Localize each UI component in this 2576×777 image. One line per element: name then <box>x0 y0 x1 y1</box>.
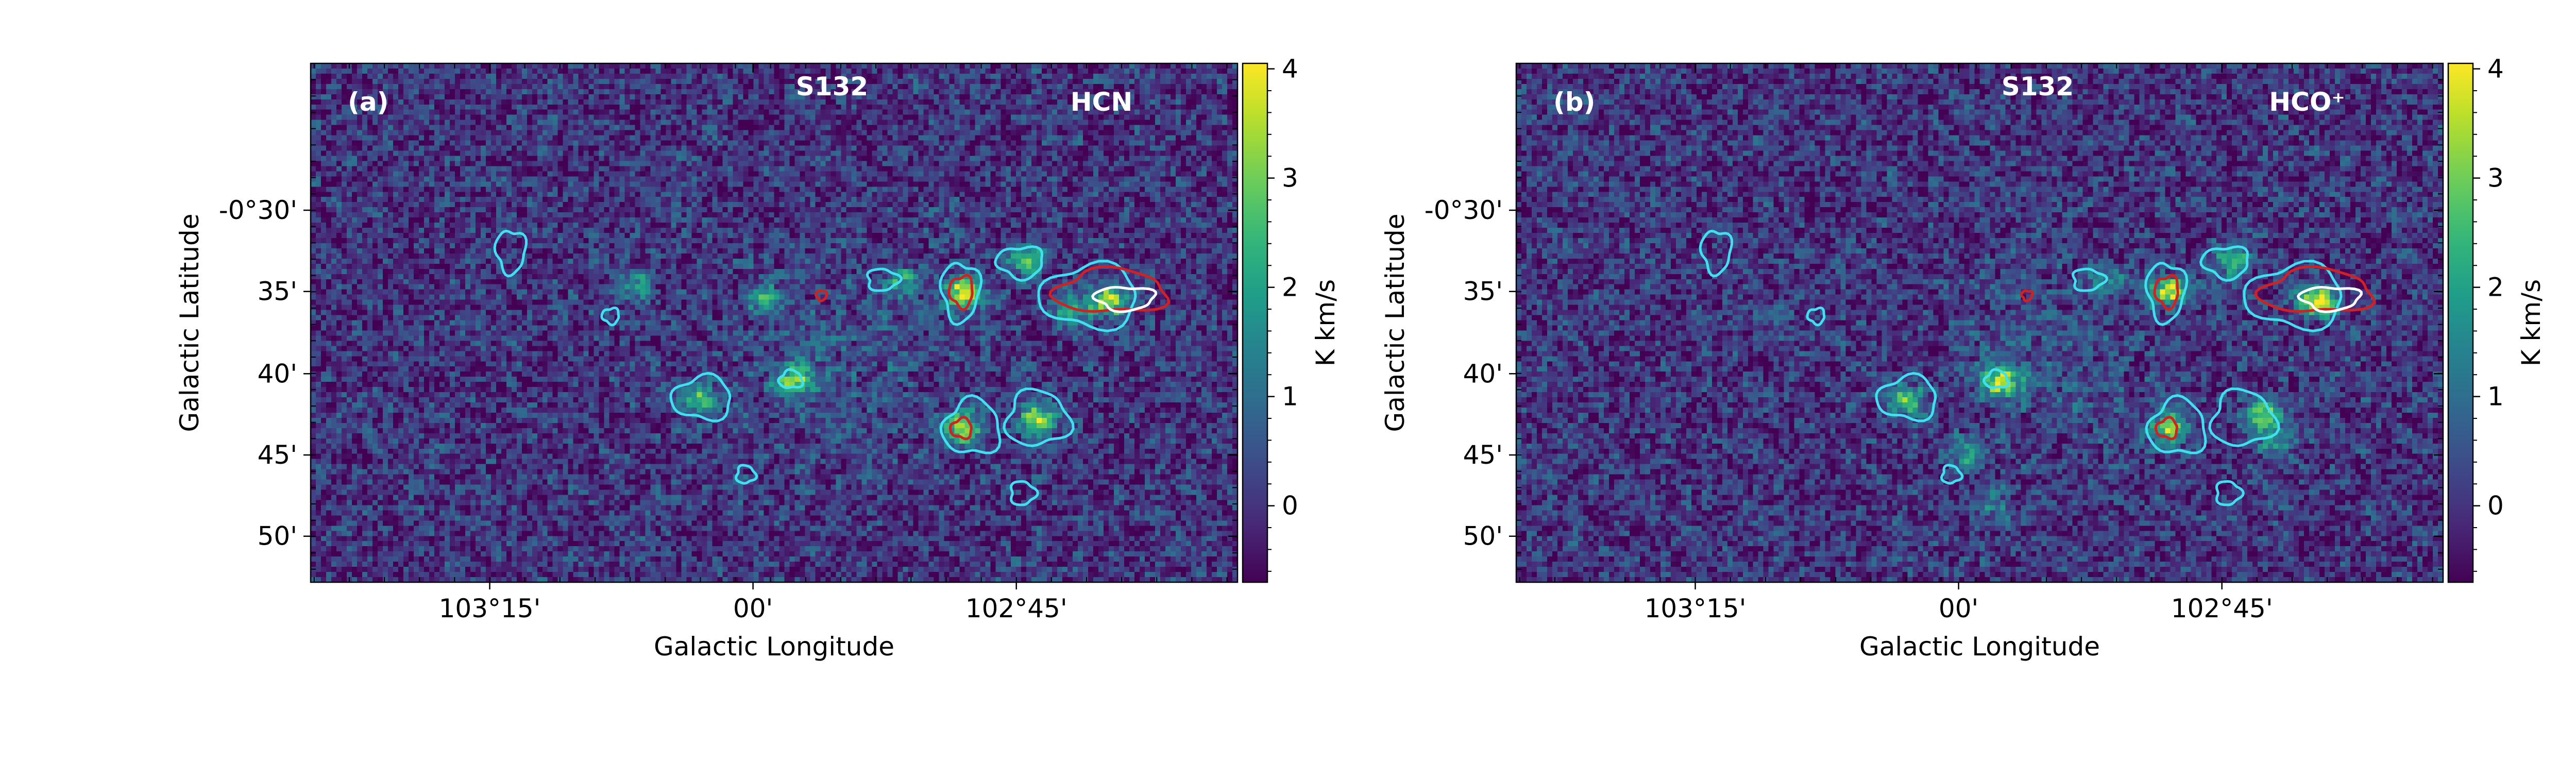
axes-frame <box>1515 62 2444 583</box>
white-contour <box>2297 286 2363 313</box>
red-contour <box>947 274 974 311</box>
cyan-contour <box>493 229 528 278</box>
y-tick-label: 50' <box>258 521 297 551</box>
cyan-contour <box>2199 245 2249 282</box>
cyan-contour <box>1806 307 1826 327</box>
region-label: S132 <box>796 72 868 102</box>
y-tick-label: 40' <box>1463 359 1503 388</box>
colorbar-tick-label: 3 <box>1282 163 1298 193</box>
colorbar-tick-label: 0 <box>2487 491 2504 521</box>
colorbar-tick-label: 1 <box>2487 382 2504 412</box>
cyan-contour <box>1982 368 2010 390</box>
panel-label: (b) <box>1553 87 1596 117</box>
colorbar-label: K km/s <box>1311 279 1341 366</box>
cyan-contour <box>939 262 983 326</box>
y-axis-title: Galactic Latitude <box>1380 213 1410 432</box>
colorbar-tick-label: 3 <box>2487 163 2504 193</box>
cyan-contour <box>2145 394 2207 454</box>
colorbar-tick-label: 2 <box>1282 273 1298 302</box>
heatmap-image <box>311 63 1238 582</box>
cyan-contour <box>1699 229 1733 278</box>
heatmap-image <box>1516 63 2443 582</box>
y-tick-label: 45' <box>258 440 297 470</box>
red-contour <box>1048 265 1170 313</box>
panel-b: 103°15' 00' 102°45' -0°30' 35' 40' 45' 50' Galac… <box>1380 54 2546 662</box>
cyan-contour <box>669 371 732 423</box>
cyan-contour <box>1940 464 1964 485</box>
cyan-contour <box>777 368 804 390</box>
x-axis-title: Galactic Longitude <box>1859 632 2100 662</box>
colorbar <box>1242 62 1268 583</box>
cyan-contour <box>1009 480 1039 506</box>
cyan-contour <box>600 307 620 327</box>
white-contour <box>1091 286 1157 313</box>
cyan-contour <box>1003 387 1075 447</box>
colorbar-label: K km/s <box>2516 279 2546 366</box>
region-label: S132 <box>2002 72 2074 102</box>
red-contour <box>2254 265 2376 313</box>
tracer-label: HCO⁺ <box>2269 87 2345 117</box>
colorbar-tick-label: 1 <box>1282 382 1298 412</box>
y-tick-label: 50' <box>1463 521 1503 551</box>
cyan-contour <box>2208 387 2280 447</box>
cyan-contour <box>866 267 903 292</box>
colorbar-tick-label: 4 <box>1282 54 1298 84</box>
y-tick-label: 35' <box>258 277 297 307</box>
x-axis-title: Galactic Longitude <box>654 632 894 662</box>
y-tick-label: -0°30' <box>219 195 297 225</box>
colorbar-tick-label: 0 <box>1282 491 1298 521</box>
y-tick-label: -0°30' <box>1425 195 1503 225</box>
red-contour <box>2020 289 2034 302</box>
panel-label: (a) <box>348 87 388 117</box>
x-tick-label: 103°15' <box>1645 594 1747 623</box>
red-contour <box>814 289 828 302</box>
red-contour <box>2153 274 2179 311</box>
y-tick-label: 45' <box>1463 440 1503 470</box>
y-axis-title: Galactic Latitude <box>175 213 205 432</box>
panel-a: 103°15' 00' 102°45' -0°30' 35' 40' 45' 50' Galac… <box>175 54 1341 662</box>
colorbar-tick-label: 4 <box>2487 54 2504 84</box>
x-tick-label: 00' <box>1939 594 1978 623</box>
cyan-contour <box>2071 267 2108 292</box>
x-tick-label: 102°45' <box>2171 594 2273 623</box>
red-contour <box>949 416 973 441</box>
cyan-contour <box>2144 262 2189 326</box>
cyan-contour <box>994 245 1044 282</box>
x-tick-label: 103°15' <box>439 594 541 623</box>
axes-frame <box>310 62 1239 583</box>
tracer-label: HCN <box>1071 87 1132 117</box>
cyan-contour <box>1037 260 1137 332</box>
cyan-contour <box>2243 260 2343 332</box>
colorbar <box>2447 62 2474 583</box>
cyan-contour <box>939 394 1002 454</box>
cyan-contour <box>2215 480 2245 506</box>
cyan-contour <box>1875 371 1937 423</box>
colorbar-tick-label: 2 <box>2487 273 2504 302</box>
cyan-contour <box>734 464 758 485</box>
x-tick-label: 00' <box>733 594 773 623</box>
x-tick-label: 102°45' <box>965 594 1067 623</box>
y-tick-label: 35' <box>1463 277 1503 307</box>
y-tick-label: 40' <box>258 359 297 388</box>
red-contour <box>2155 416 2178 441</box>
